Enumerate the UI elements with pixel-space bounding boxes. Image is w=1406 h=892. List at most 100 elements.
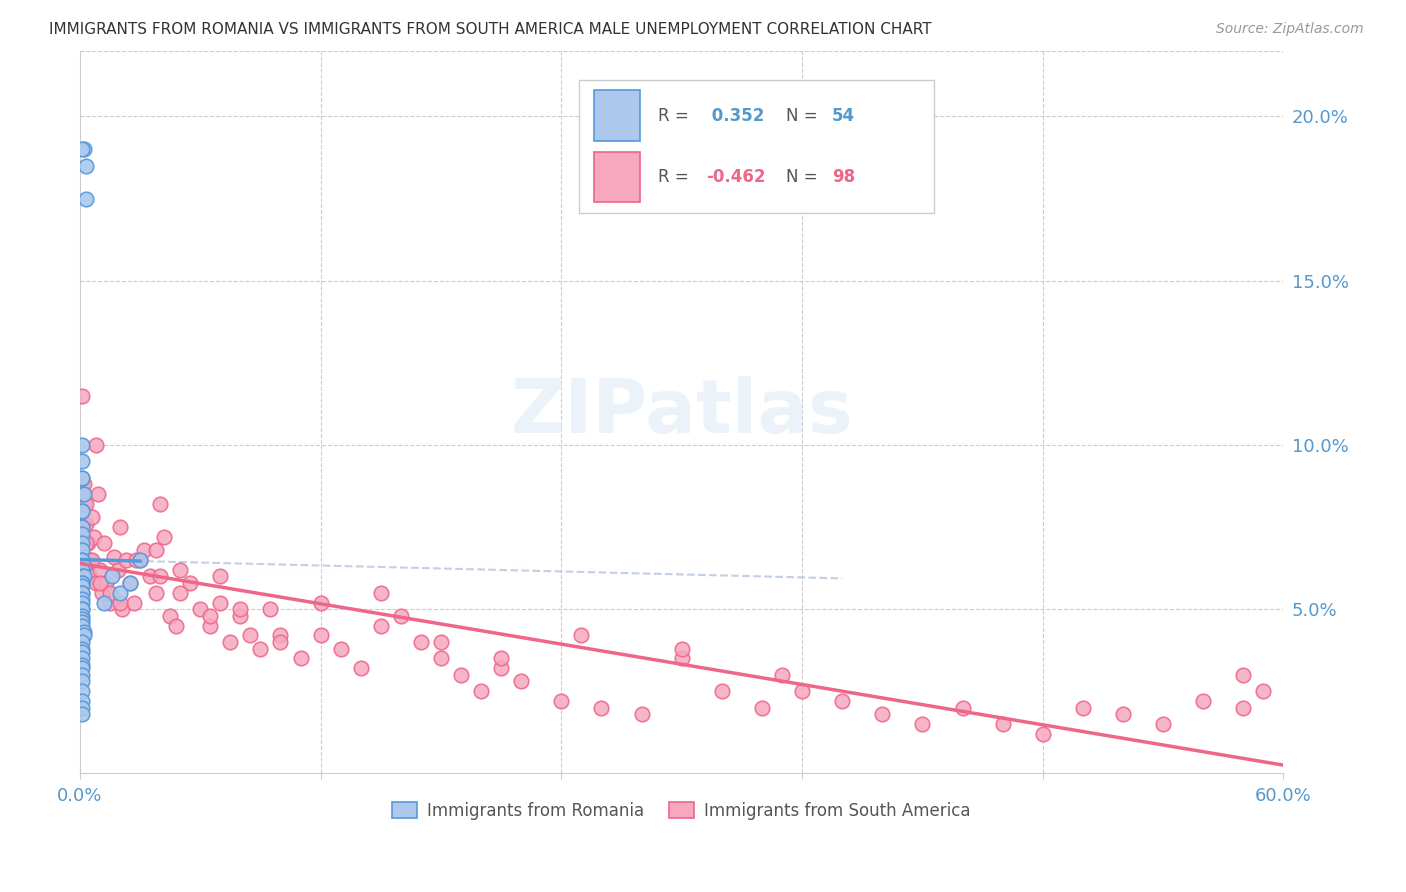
Point: [70, 661, 93, 675]
Point: [83, 530, 105, 544]
Point: [70, 651, 93, 665]
Point: [370, 618, 392, 632]
Text: 0.352: 0.352: [706, 107, 763, 125]
Point: [139, 569, 162, 583]
Point: [200, 618, 222, 632]
Point: [70, 658, 93, 673]
Point: [153, 530, 176, 544]
Point: [70, 596, 93, 610]
Point: [73, 628, 96, 642]
Point: [94, 575, 117, 590]
Point: [70, 389, 93, 403]
Point: [169, 563, 191, 577]
Point: [145, 586, 167, 600]
Point: [77, 536, 100, 550]
Point: [73, 487, 96, 501]
Point: [309, 596, 332, 610]
Point: [209, 596, 232, 610]
Point: [70, 569, 93, 583]
Point: [70, 553, 93, 567]
Point: [115, 553, 138, 567]
Point: [489, 651, 512, 665]
Point: [510, 674, 533, 689]
Point: [70, 707, 93, 722]
Point: [70, 635, 93, 649]
Point: [70, 608, 93, 623]
Point: [1232, 668, 1254, 682]
Point: [79, 569, 101, 583]
Text: ZIPatlas: ZIPatlas: [510, 376, 853, 449]
Point: [70, 487, 93, 501]
Point: [90, 586, 112, 600]
Point: [108, 596, 131, 610]
Point: [77, 553, 100, 567]
Point: [70, 503, 93, 517]
Point: [1253, 684, 1275, 698]
Point: [309, 628, 332, 642]
Point: [75, 159, 97, 173]
Point: [118, 575, 141, 590]
Point: [450, 668, 472, 682]
Point: [350, 661, 373, 675]
Point: [70, 602, 93, 616]
Point: [409, 635, 432, 649]
Point: [70, 694, 93, 708]
Point: [430, 651, 453, 665]
Point: [671, 651, 693, 665]
Point: [73, 142, 96, 156]
Point: [70, 477, 93, 491]
Point: [710, 684, 733, 698]
Point: [98, 596, 121, 610]
Point: [70, 142, 93, 156]
Text: 54: 54: [832, 107, 855, 125]
Point: [569, 628, 592, 642]
Point: [70, 454, 93, 468]
Point: [591, 700, 613, 714]
Point: [73, 625, 96, 640]
Point: [70, 438, 93, 452]
Bar: [593, 90, 640, 141]
Text: N =: N =: [786, 107, 824, 125]
Point: [179, 575, 201, 590]
Point: [751, 700, 773, 714]
Text: IMMIGRANTS FROM ROMANIA VS IMMIGRANTS FROM SOUTH AMERICA MALE UNEMPLOYMENT CORRE: IMMIGRANTS FROM ROMANIA VS IMMIGRANTS FR…: [49, 22, 932, 37]
Point: [129, 553, 152, 567]
Point: [70, 526, 93, 541]
Point: [290, 651, 312, 665]
Point: [75, 536, 97, 550]
Point: [125, 553, 148, 567]
Point: [73, 516, 96, 531]
Text: R =: R =: [658, 107, 693, 125]
Point: [188, 602, 211, 616]
Point: [70, 575, 93, 590]
Point: [329, 641, 352, 656]
Point: [269, 635, 291, 649]
Point: [70, 543, 93, 558]
Point: [209, 569, 232, 583]
Point: [70, 668, 93, 682]
Point: [87, 487, 110, 501]
Point: [70, 641, 93, 656]
Point: [790, 684, 813, 698]
Point: [80, 553, 103, 567]
Point: [470, 684, 492, 698]
Point: [911, 717, 934, 731]
Point: [70, 471, 93, 485]
Point: [149, 497, 172, 511]
Point: [84, 438, 107, 452]
Point: [991, 717, 1014, 731]
Point: [70, 586, 93, 600]
Point: [84, 575, 107, 590]
Point: [1032, 727, 1054, 741]
Point: [70, 471, 93, 485]
FancyBboxPatch shape: [579, 79, 935, 213]
Point: [249, 641, 271, 656]
Point: [489, 661, 512, 675]
Point: [370, 586, 392, 600]
Point: [70, 645, 93, 659]
Point: [89, 575, 111, 590]
Point: [75, 192, 97, 206]
Legend: Immigrants from Romania, Immigrants from South America: Immigrants from Romania, Immigrants from…: [385, 795, 977, 827]
Point: [165, 618, 187, 632]
Point: [1071, 700, 1094, 714]
